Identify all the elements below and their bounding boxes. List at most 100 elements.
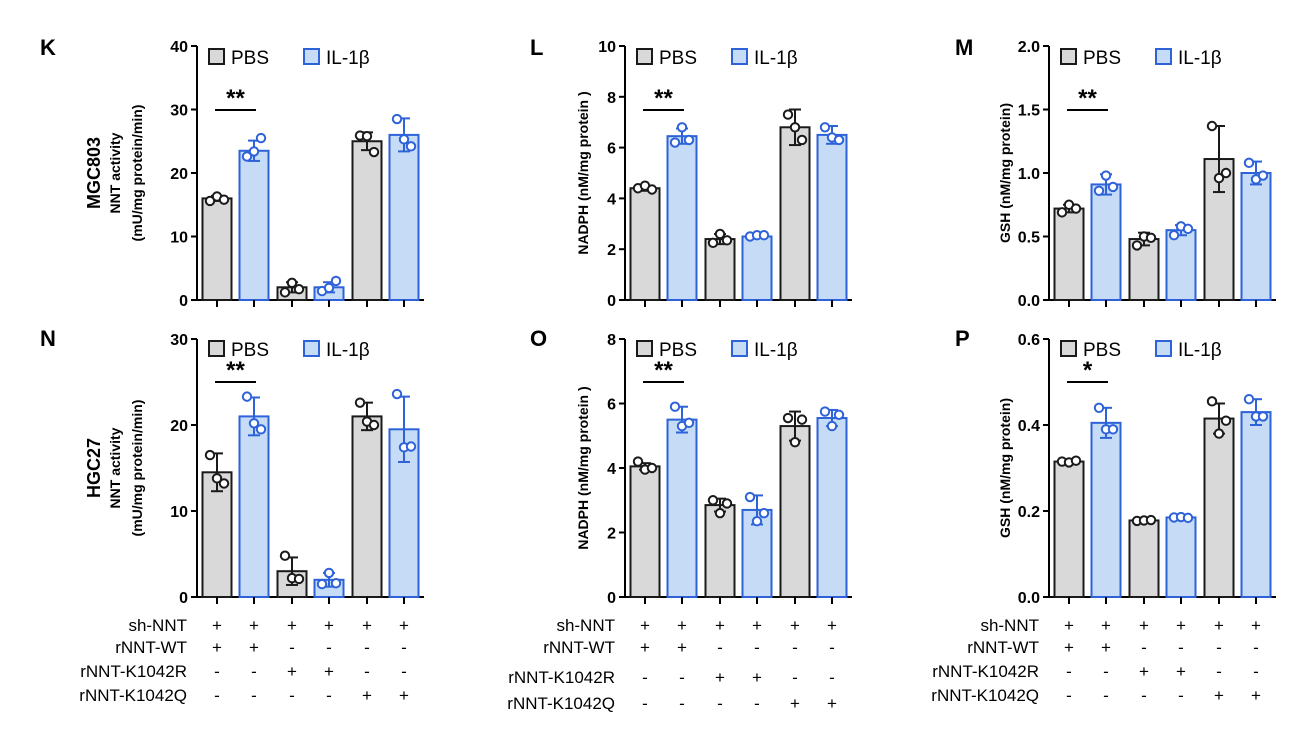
legend-swatch-il1b [1155, 48, 1172, 65]
legend-swatch-il1b [731, 48, 748, 65]
bar-pbs [1053, 207, 1085, 301]
y-tick-label: 0.5 [1018, 230, 1040, 247]
condition-mark: + [827, 694, 837, 713]
bar-pbs [1203, 417, 1235, 598]
data-point [833, 134, 845, 146]
data-point [819, 406, 831, 417]
significance-marker: * [1083, 357, 1093, 384]
data-point [1145, 232, 1157, 243]
condition-mark: + [1251, 616, 1261, 635]
data-point [218, 194, 230, 205]
data-point [819, 122, 831, 133]
y-tick-label: 10 [170, 230, 188, 247]
data-point [204, 195, 216, 207]
condition-mark: - [829, 668, 835, 687]
data-point [1182, 223, 1194, 235]
bar-il1b [1240, 411, 1272, 598]
condition-mark: + [1176, 616, 1186, 635]
data-point [833, 409, 845, 420]
legend-label-pbs: PBS [1083, 340, 1121, 361]
y-tick-label: 0 [607, 293, 616, 310]
condition-mark: + [362, 686, 372, 705]
bar-il1b [816, 133, 848, 301]
significance-marker: ** [1078, 85, 1097, 112]
row-title: MGC803 [84, 137, 104, 209]
legend-label-il1b: IL-1β [1178, 340, 1222, 361]
condition-mark: + [399, 686, 409, 705]
chart-panel-n: N 0 10 20 30 NNT activity (mU/mg protein/min) *… [40, 326, 424, 607]
data-point [248, 418, 260, 429]
data-point [218, 478, 230, 489]
bar-pbs [704, 238, 736, 301]
y-axis-label: NADPH (nM/mg protein ) [575, 386, 591, 549]
condition-label: rNNT-WT [967, 638, 1039, 657]
data-point [255, 132, 267, 144]
bar-pbs [351, 140, 383, 301]
condition-mark: - [1178, 638, 1184, 657]
data-point [279, 550, 291, 561]
condition-mark: - [1216, 638, 1222, 657]
bar-pbs [1053, 460, 1085, 598]
condition-mark: - [1066, 662, 1072, 681]
significance-marker: ** [226, 357, 245, 384]
data-point [279, 287, 291, 298]
data-point [293, 573, 305, 585]
data-point [1131, 240, 1143, 251]
data-point [241, 391, 253, 402]
data-point [669, 137, 681, 148]
condition-table-1: sh-NNT + + + + + + rNNT-WT + + - - - - rNNT-K1042R - - + +… [507, 616, 837, 713]
condition-mark: + [790, 616, 800, 635]
condition-mark: + [1214, 686, 1224, 705]
condition-mark: + [362, 616, 372, 635]
condition-mark: + [677, 638, 687, 657]
y-axis-label: NNT activity [107, 427, 123, 508]
legend-label-il1b: IL-1β [1178, 48, 1222, 69]
condition-label: rNNT-WT [543, 638, 615, 657]
data-point [255, 424, 267, 435]
condition-mark: + [1251, 686, 1261, 705]
data-point [758, 230, 770, 241]
condition-mark: + [640, 638, 650, 657]
condition-mark: - [642, 668, 648, 687]
y-tick-label: 6 [607, 141, 616, 158]
data-point [361, 130, 373, 142]
data-point [782, 412, 794, 424]
condition-mark: + [212, 616, 222, 635]
condition-mark: + [1101, 638, 1111, 657]
condition-mark: - [251, 686, 257, 705]
legend-swatch-il1b [1155, 340, 1172, 357]
y-tick-label: 0 [179, 590, 188, 607]
condition-mark: - [289, 686, 295, 705]
data-point [789, 122, 801, 133]
data-point [744, 491, 756, 503]
y-tick-label: 20 [170, 418, 188, 435]
data-point [721, 498, 733, 509]
chart-panel-l: L 0 2 4 6 8 10 NADPH (nM/mg protein ) ** PBS IL-1β [530, 35, 852, 310]
legend-label-il1b: IL-1β [326, 340, 370, 361]
data-point [683, 417, 695, 429]
bar-il1b [238, 415, 270, 598]
data-point [646, 462, 658, 474]
bar-pbs [704, 504, 736, 598]
y-tick-label: 30 [170, 103, 188, 120]
condition-mark: + [752, 668, 762, 687]
condition-mark: - [717, 694, 723, 713]
condition-label: rNNT-K1042R [80, 662, 187, 681]
condition-mark: + [1064, 616, 1074, 635]
condition-mark: - [1178, 686, 1184, 705]
legend-label-il1b: IL-1β [754, 340, 798, 361]
data-point [1220, 167, 1232, 179]
condition-label: rNNT-K1042Q [931, 686, 1039, 705]
panel-letter: M [955, 35, 973, 60]
condition-label: rNNT-K1042R [508, 668, 615, 687]
data-point [323, 567, 335, 579]
condition-mark: + [1176, 662, 1186, 681]
bar-il1b [388, 133, 420, 301]
condition-label: rNNT-K1042Q [79, 686, 187, 705]
bar-pbs [629, 465, 661, 599]
condition-mark: - [251, 662, 257, 681]
chart-panel-o: O 0 2 4 6 8 NADPH (nM/mg protein ) **PBS IL-1β [530, 326, 852, 607]
y-tick-label: 4 [607, 191, 616, 208]
data-point [721, 235, 733, 246]
y-axis-label: GSH (nM/mg protein) [997, 103, 1013, 243]
